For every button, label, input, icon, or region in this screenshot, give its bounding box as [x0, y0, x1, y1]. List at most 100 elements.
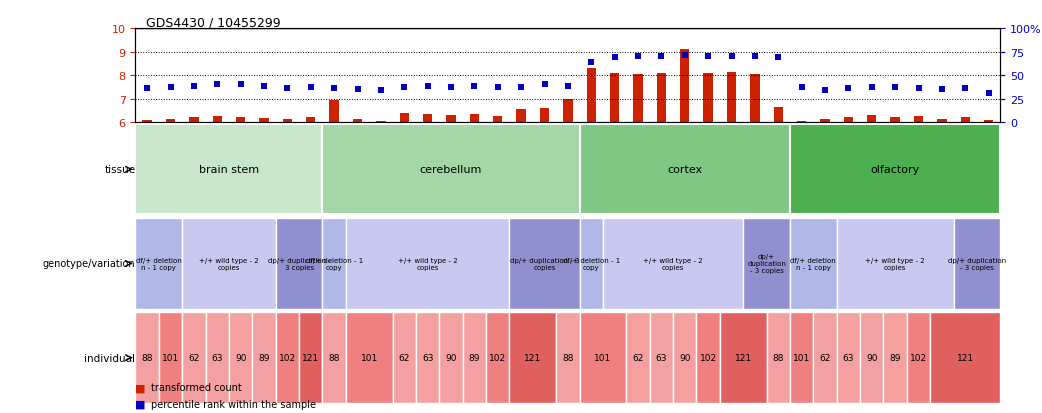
- Bar: [891, 118, 900, 123]
- Bar: [587, 69, 596, 123]
- Text: brain stem: brain stem: [199, 165, 259, 175]
- Text: +/+ wild type - 2
copies: +/+ wild type - 2 copies: [643, 257, 703, 270]
- Bar: [306, 118, 316, 123]
- FancyBboxPatch shape: [463, 313, 486, 403]
- Text: 63: 63: [843, 353, 854, 362]
- Text: df/+ deletion
n - 1 copy: df/+ deletion n - 1 copy: [791, 257, 836, 270]
- FancyBboxPatch shape: [486, 313, 510, 403]
- Text: df/+ deletion - 1
copy: df/+ deletion - 1 copy: [305, 257, 363, 270]
- FancyBboxPatch shape: [814, 313, 837, 403]
- FancyBboxPatch shape: [510, 313, 556, 403]
- FancyBboxPatch shape: [393, 313, 416, 403]
- Text: 121: 121: [735, 353, 751, 362]
- Bar: [727, 72, 737, 123]
- FancyBboxPatch shape: [276, 219, 322, 309]
- Text: transformed count: transformed count: [151, 382, 242, 392]
- FancyBboxPatch shape: [158, 313, 182, 403]
- Text: ■: ■: [135, 399, 146, 409]
- Bar: [564, 100, 572, 123]
- Text: 121: 121: [524, 353, 542, 362]
- Text: individual: individual: [84, 353, 135, 363]
- Bar: [867, 116, 876, 123]
- FancyBboxPatch shape: [182, 313, 205, 403]
- FancyBboxPatch shape: [135, 219, 182, 309]
- Text: 101: 101: [361, 353, 378, 362]
- Text: 88: 88: [142, 353, 153, 362]
- Text: +/+ wild type - 2
copies: +/+ wild type - 2 copies: [865, 257, 925, 270]
- Text: 101: 101: [162, 353, 179, 362]
- Bar: [235, 118, 245, 123]
- Bar: [399, 114, 408, 123]
- Bar: [353, 119, 363, 123]
- Bar: [423, 115, 432, 123]
- FancyBboxPatch shape: [135, 313, 158, 403]
- FancyBboxPatch shape: [579, 219, 603, 309]
- FancyBboxPatch shape: [673, 313, 696, 403]
- FancyBboxPatch shape: [299, 313, 322, 403]
- Bar: [797, 122, 807, 123]
- Text: 62: 62: [189, 353, 200, 362]
- Bar: [773, 108, 783, 123]
- Bar: [750, 75, 760, 123]
- Bar: [470, 115, 479, 123]
- FancyBboxPatch shape: [953, 219, 1000, 309]
- FancyBboxPatch shape: [440, 313, 463, 403]
- Text: 102: 102: [489, 353, 506, 362]
- FancyBboxPatch shape: [790, 219, 837, 309]
- Bar: [961, 118, 970, 123]
- Text: 102: 102: [699, 353, 717, 362]
- Text: 63: 63: [212, 353, 223, 362]
- Bar: [656, 74, 666, 123]
- FancyBboxPatch shape: [346, 313, 393, 403]
- Bar: [984, 121, 993, 123]
- FancyBboxPatch shape: [603, 219, 743, 309]
- Text: df/+ deletion
n - 1 copy: df/+ deletion n - 1 copy: [135, 257, 181, 270]
- FancyBboxPatch shape: [556, 313, 579, 403]
- Text: 121: 121: [957, 353, 974, 362]
- FancyBboxPatch shape: [205, 313, 229, 403]
- Text: GDS4430 / 10455299: GDS4430 / 10455299: [146, 17, 280, 29]
- Text: 62: 62: [399, 353, 410, 362]
- FancyBboxPatch shape: [790, 125, 1000, 215]
- FancyBboxPatch shape: [276, 313, 299, 403]
- FancyBboxPatch shape: [884, 313, 907, 403]
- Bar: [259, 119, 269, 123]
- Bar: [844, 118, 853, 123]
- FancyBboxPatch shape: [182, 219, 276, 309]
- Text: 88: 88: [772, 353, 784, 362]
- Bar: [190, 118, 199, 123]
- FancyBboxPatch shape: [790, 313, 814, 403]
- Text: 63: 63: [422, 353, 433, 362]
- FancyBboxPatch shape: [696, 313, 720, 403]
- FancyBboxPatch shape: [135, 125, 322, 215]
- FancyBboxPatch shape: [720, 313, 767, 403]
- Text: 88: 88: [328, 353, 340, 362]
- FancyBboxPatch shape: [931, 313, 1000, 403]
- FancyBboxPatch shape: [322, 219, 346, 309]
- Bar: [517, 110, 526, 123]
- Bar: [914, 117, 923, 123]
- FancyBboxPatch shape: [510, 219, 579, 309]
- FancyBboxPatch shape: [767, 313, 790, 403]
- Text: 89: 89: [890, 353, 901, 362]
- FancyBboxPatch shape: [837, 313, 860, 403]
- Bar: [166, 119, 175, 123]
- Text: ■: ■: [135, 382, 146, 392]
- Bar: [493, 117, 502, 123]
- Bar: [376, 122, 386, 123]
- Text: 102: 102: [279, 353, 296, 362]
- Text: percentile rank within the sample: percentile rank within the sample: [151, 399, 316, 409]
- Text: 101: 101: [594, 353, 612, 362]
- Text: 102: 102: [910, 353, 927, 362]
- Text: 121: 121: [302, 353, 319, 362]
- Bar: [937, 119, 946, 123]
- FancyBboxPatch shape: [252, 313, 276, 403]
- Bar: [446, 116, 455, 123]
- FancyBboxPatch shape: [579, 125, 790, 215]
- Bar: [282, 119, 292, 123]
- Text: +/+ wild type - 2
copies: +/+ wild type - 2 copies: [398, 257, 457, 270]
- FancyBboxPatch shape: [743, 219, 790, 309]
- Text: 101: 101: [793, 353, 811, 362]
- Bar: [143, 121, 152, 123]
- FancyBboxPatch shape: [346, 219, 510, 309]
